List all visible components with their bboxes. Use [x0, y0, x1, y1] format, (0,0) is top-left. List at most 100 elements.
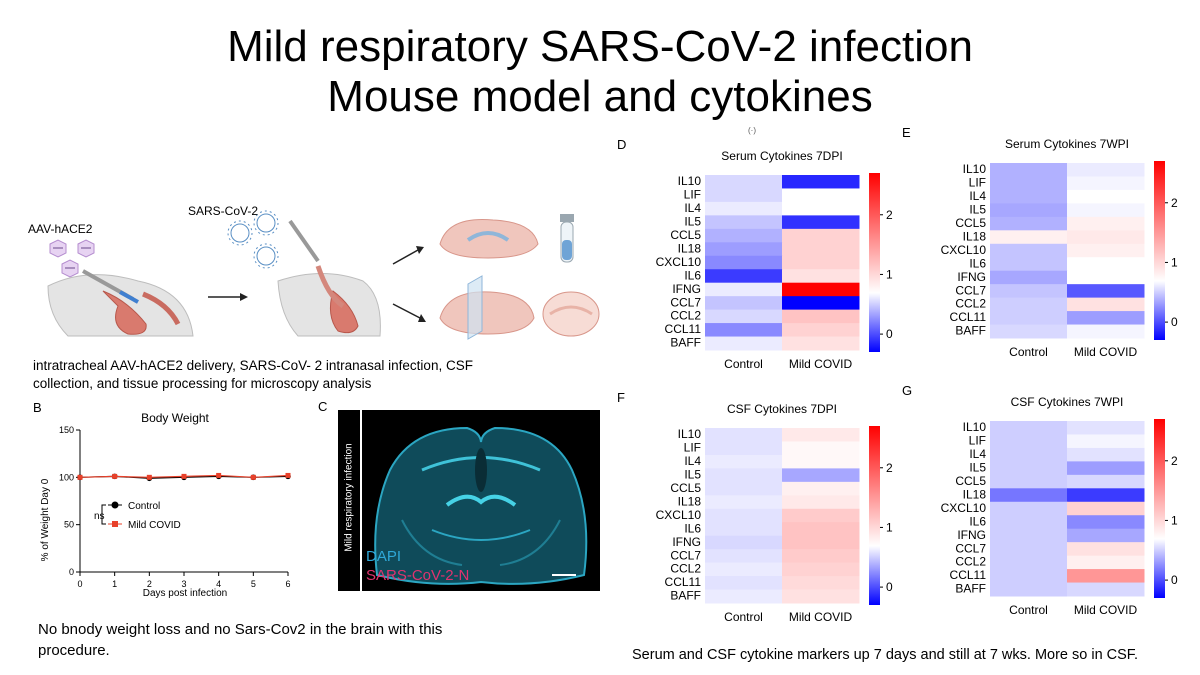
heatmap-cell [782, 495, 860, 510]
panel-d-letter: D [617, 137, 627, 152]
heatmap-cell [705, 188, 783, 203]
x-tick-label: 6 [285, 579, 290, 589]
chart-title: Body Weight [141, 411, 209, 425]
heatmap-cell [990, 515, 1068, 530]
row-label: IL4 [684, 454, 701, 468]
brain-sagittal-icon [439, 219, 539, 259]
heatmap-cell [782, 242, 860, 257]
heatmap-cell [705, 228, 783, 243]
heatmap-cell [705, 589, 783, 604]
row-label: IL18 [963, 487, 987, 501]
point-mild-covid [181, 473, 187, 479]
heatmap-cell [1067, 203, 1145, 218]
heatmap-cell [990, 324, 1068, 339]
legend-ns: ns [94, 511, 105, 522]
virus-particles-icon [227, 210, 279, 269]
heatmap-cell [1067, 297, 1145, 312]
column-label: Control [724, 357, 763, 371]
heatmap-cell [1067, 515, 1145, 530]
row-label: IL5 [969, 202, 986, 216]
colorbar [869, 426, 880, 605]
heatmap-cell [990, 488, 1068, 503]
heatmap-cell [782, 428, 860, 442]
heatmap-cell [705, 255, 783, 270]
row-label: CCL2 [955, 297, 986, 311]
mouse-1-icon [47, 269, 194, 337]
row-label: IL18 [963, 229, 987, 243]
row-label: CCL11 [665, 575, 702, 589]
heatmap-cell [782, 508, 860, 523]
panel-g-letter: G [902, 383, 913, 398]
row-label: IL4 [684, 201, 701, 215]
heatmap-title: CSF Cytokines 7WPI [1011, 395, 1124, 409]
row-label: CCL2 [670, 562, 701, 576]
row-label: CXCL10 [941, 501, 987, 515]
row-label: IL4 [969, 447, 986, 461]
colorbar [869, 173, 880, 352]
panel-divider [360, 410, 362, 591]
row-label: IL5 [969, 460, 986, 474]
heatmap-cell [1067, 324, 1145, 339]
panel-c-letter: C [318, 399, 328, 414]
row-label: IL6 [684, 268, 701, 282]
row-label: IFNG [957, 528, 986, 542]
row-label: IL18 [678, 241, 702, 255]
y-tick-label: 150 [59, 425, 74, 435]
row-label: CCL2 [670, 309, 701, 323]
heatmap-cell [705, 576, 783, 591]
row-label: CXCL10 [656, 255, 702, 269]
y-tick-label: 50 [64, 520, 74, 530]
heatmap-cell [782, 175, 860, 189]
brain-coronal-image [374, 426, 588, 585]
row-label: BAFF [955, 324, 986, 338]
y-tick-label: 100 [59, 472, 74, 482]
heatmap-cell [782, 309, 860, 324]
heatmap-cell [1067, 176, 1145, 191]
colorbar-tick-label: 2 [1171, 454, 1178, 468]
colorbar [1154, 161, 1165, 340]
heatmap-cell [1067, 542, 1145, 557]
brain-slicing-icon [439, 275, 535, 340]
body-weight-chart: Body Weight % of Weight Day 0 Days post … [40, 411, 291, 599]
heatmap-cell [990, 421, 1068, 435]
row-label: CCL11 [950, 568, 987, 582]
heatmap-cell [990, 569, 1068, 584]
row-label: CXCL10 [941, 243, 987, 257]
legend-control: Control [128, 501, 160, 512]
row-label: IL6 [684, 521, 701, 535]
heatmap-cell [705, 522, 783, 537]
heatmap-cell [990, 270, 1068, 285]
brain-image-panel: Mild respiratory infection DAPI SARS-CoV… [338, 410, 600, 591]
right-note: Serum and CSF cytokine markers up 7 days… [632, 647, 1139, 663]
heatmap-cell [990, 474, 1068, 489]
heatmap-cell [1067, 284, 1145, 299]
heatmap-cell [1067, 243, 1145, 258]
x-tick-label: 3 [181, 579, 186, 589]
heatmap-cell [990, 311, 1068, 326]
row-label: IL6 [969, 514, 986, 528]
heatmap-cell [705, 309, 783, 324]
heatmap-cell [990, 297, 1068, 312]
heatmap-cell [782, 296, 860, 311]
heatmap-cell [705, 336, 783, 351]
heatmap-cell [705, 468, 783, 483]
colorbar-tick-label: 1 [886, 267, 893, 281]
column-label: Mild COVID [1074, 345, 1138, 359]
row-label: IL6 [969, 256, 986, 270]
row-label: IFNG [672, 282, 701, 296]
x-tick-label: 2 [147, 579, 152, 589]
heatmap-cell [705, 441, 783, 456]
heatmap-cell [1067, 434, 1145, 449]
column-label: Mild COVID [789, 610, 853, 624]
column-label: Control [1009, 603, 1048, 617]
schematic-caption: intratracheal AAV-hACE2 delivery, SARS-C… [33, 358, 473, 391]
heatmap-cell [782, 481, 860, 496]
colorbar-tick-label: 0 [886, 327, 893, 341]
panel-b-letter: B [33, 400, 42, 415]
heatmap-cell [782, 323, 860, 338]
heatmap-cell [782, 454, 860, 469]
heatmap-cell [782, 535, 860, 550]
colorbar-tick-label: 0 [886, 580, 893, 594]
tiny-mark: (·) [748, 126, 756, 135]
column-label: Control [1009, 345, 1048, 359]
